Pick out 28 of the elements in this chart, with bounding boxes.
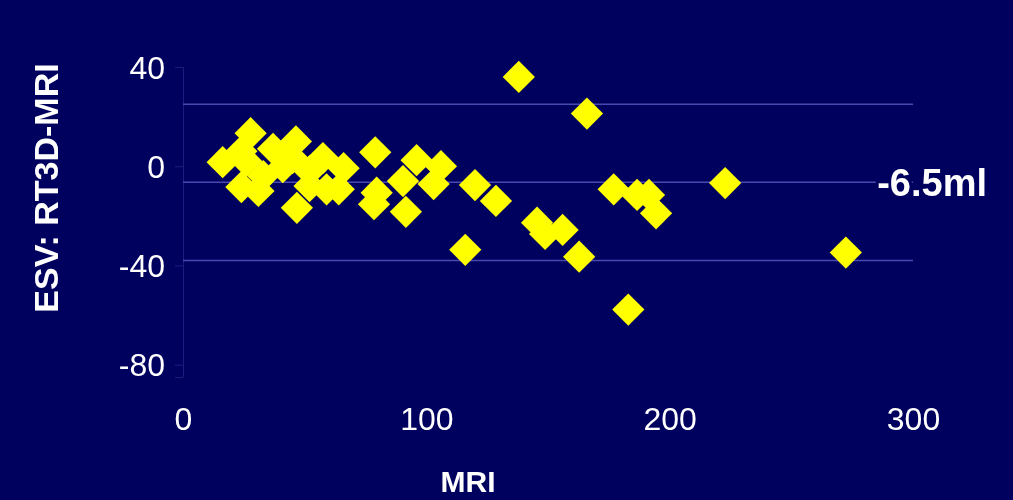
y-tick-label: -80 xyxy=(118,347,165,384)
x-tick-label: 0 xyxy=(174,400,193,437)
point xyxy=(386,164,420,198)
point xyxy=(327,152,360,185)
y-axis-title: ESV: RT3D-MRI xyxy=(27,63,65,313)
point xyxy=(389,195,423,228)
point xyxy=(280,191,313,224)
point xyxy=(563,240,596,273)
y-tick-label: -40 xyxy=(118,248,165,285)
x-tick-label: 200 xyxy=(643,400,697,437)
point xyxy=(612,293,645,326)
point xyxy=(449,233,482,266)
point xyxy=(570,97,604,130)
point xyxy=(709,166,742,200)
point xyxy=(458,168,492,202)
point xyxy=(479,184,513,218)
y-tick-label: 40 xyxy=(129,49,165,86)
x-tick-label: 100 xyxy=(400,400,454,437)
point xyxy=(639,197,673,230)
y-tick-label: 0 xyxy=(147,148,165,185)
ref-line-label: -6.5ml xyxy=(877,161,987,204)
point xyxy=(502,60,535,94)
point xyxy=(400,144,433,177)
x-tick-label: 300 xyxy=(886,400,941,437)
x-axis-title: MRI xyxy=(440,465,496,498)
point xyxy=(597,173,630,206)
point xyxy=(359,136,392,169)
point xyxy=(829,236,862,269)
